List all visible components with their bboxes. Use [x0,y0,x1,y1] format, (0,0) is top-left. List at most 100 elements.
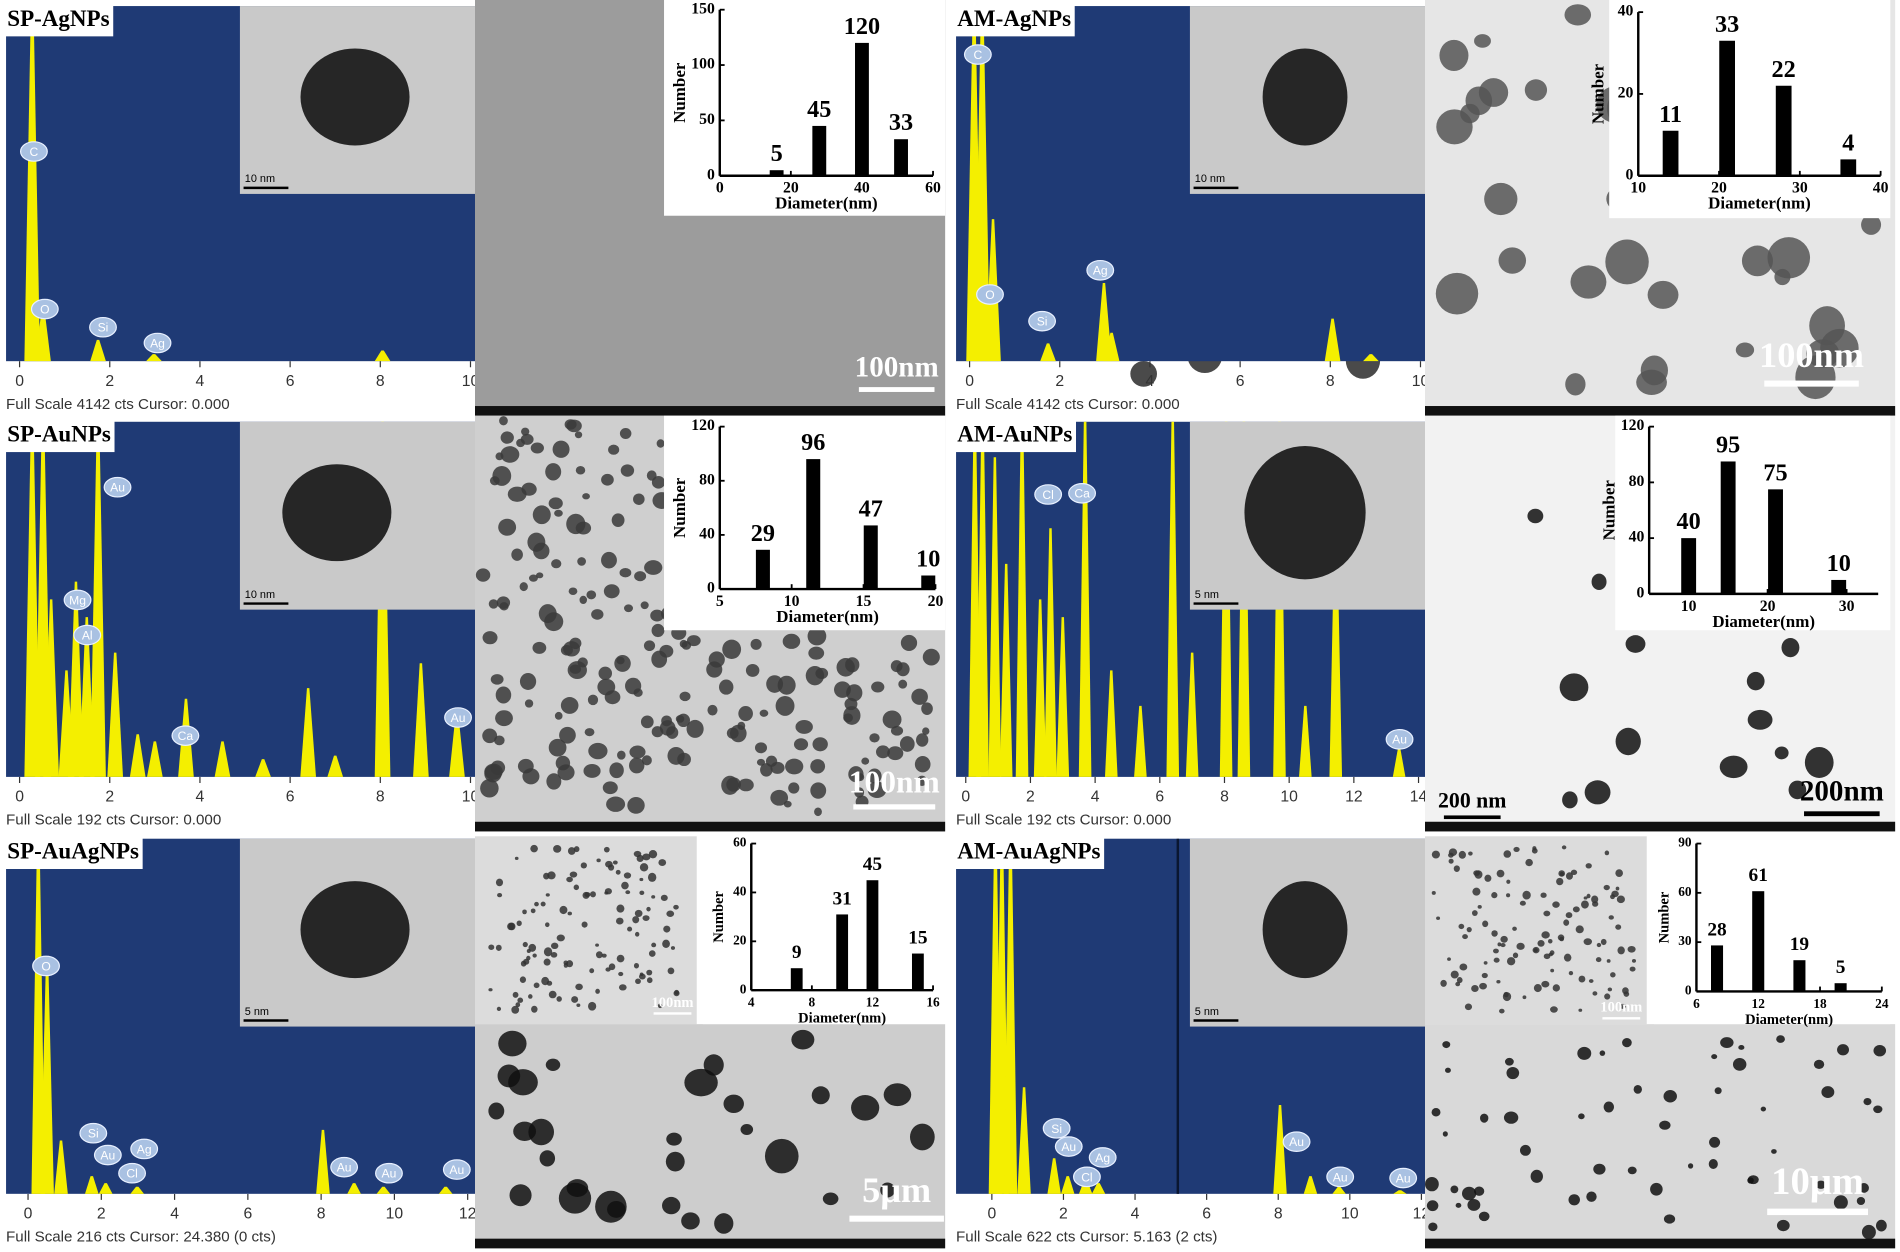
element-label: Cl [1042,488,1053,502]
particle [898,679,908,689]
x-tick-label: 15 [856,593,872,610]
panel-label: AM-AgNPs [957,5,1071,31]
particle [541,976,550,986]
particle [617,750,626,760]
particle [604,690,621,705]
x-axis-title: Diameter(nm) [1708,194,1811,213]
particle [616,904,625,913]
particle [909,1123,935,1151]
bar [755,549,770,590]
eds-peak [68,581,84,777]
x-tick-label: 30 [1792,180,1808,197]
particle [707,704,718,716]
particle [1575,925,1584,934]
particle [1468,851,1473,856]
particle [656,439,665,448]
scale-bar-label: 100nm [652,995,694,1011]
particle [1453,865,1460,873]
particle [1563,953,1572,962]
particle [1445,1067,1451,1073]
particle [1714,1087,1722,1095]
particle [582,891,590,899]
particle [495,944,502,951]
element-bubble [375,1162,403,1184]
x-tick-label: 20 [783,180,799,197]
element-label: C [30,145,39,159]
eds-peak [98,1183,113,1194]
particle [528,574,538,582]
eds-peak [999,563,1013,777]
bar [1775,85,1792,176]
particle [1458,923,1465,930]
particle [1519,900,1526,906]
particle [1456,977,1463,984]
particle [1605,239,1649,285]
particle [666,1132,682,1146]
element-bubble [1042,1118,1071,1139]
particle [1592,991,1598,996]
particle [900,634,918,651]
particle [623,872,632,879]
particle [811,1086,830,1105]
panel-label-bg [953,837,1105,870]
element-label: Cl [1081,1170,1092,1184]
eds-peaks [24,421,465,777]
particle [634,571,647,582]
scale-bar-label: 200nm [1800,776,1884,808]
particle [475,568,491,582]
x-tick-label: 6 [1693,996,1700,1011]
particle [650,609,664,622]
particle [1564,4,1592,26]
eds-peak [1273,1105,1287,1194]
particle [1776,1035,1785,1043]
particle [496,596,511,609]
eds-peak [1166,421,1180,777]
particle [538,604,557,624]
particle [1442,1041,1451,1049]
particle [624,604,633,613]
y-tick-label: 150 [691,0,715,17]
particle [556,934,565,942]
particle [660,894,668,901]
particle [495,452,504,461]
eds-peak [1047,1158,1061,1194]
particle [1875,1219,1887,1232]
particle [1687,1163,1694,1169]
particle [1771,1149,1777,1154]
particle [651,726,664,738]
particle [642,915,650,921]
panel-label: AM-AuAgNPs [957,838,1100,864]
particle [1735,342,1755,358]
particle [621,881,629,890]
particle [666,726,679,739]
value-label: 19 [1790,934,1809,955]
particle [1615,886,1620,891]
particle [890,725,904,736]
particle [1603,884,1610,891]
particle [1625,635,1646,653]
particle [575,983,583,991]
particle [490,760,506,775]
particle [480,779,499,798]
particle [770,789,789,806]
particle [1593,1163,1606,1175]
y-axis-title: Number [1656,891,1672,943]
particle [1547,938,1553,944]
particle [517,997,524,1003]
particle [1821,1086,1835,1099]
particle [1565,872,1574,880]
particle [1527,508,1544,524]
scale-bar [853,804,936,810]
element-bubble [19,141,48,162]
particle [1559,673,1589,702]
particle [536,572,544,579]
particle [643,640,656,652]
particle [1627,1166,1637,1175]
value-label: 96 [801,429,825,456]
x-tick-label: 10 [462,373,480,390]
element-bubble [1028,310,1057,332]
panel-label-bg [3,4,114,37]
particle [1513,846,1520,852]
element-label: Au [451,711,466,725]
